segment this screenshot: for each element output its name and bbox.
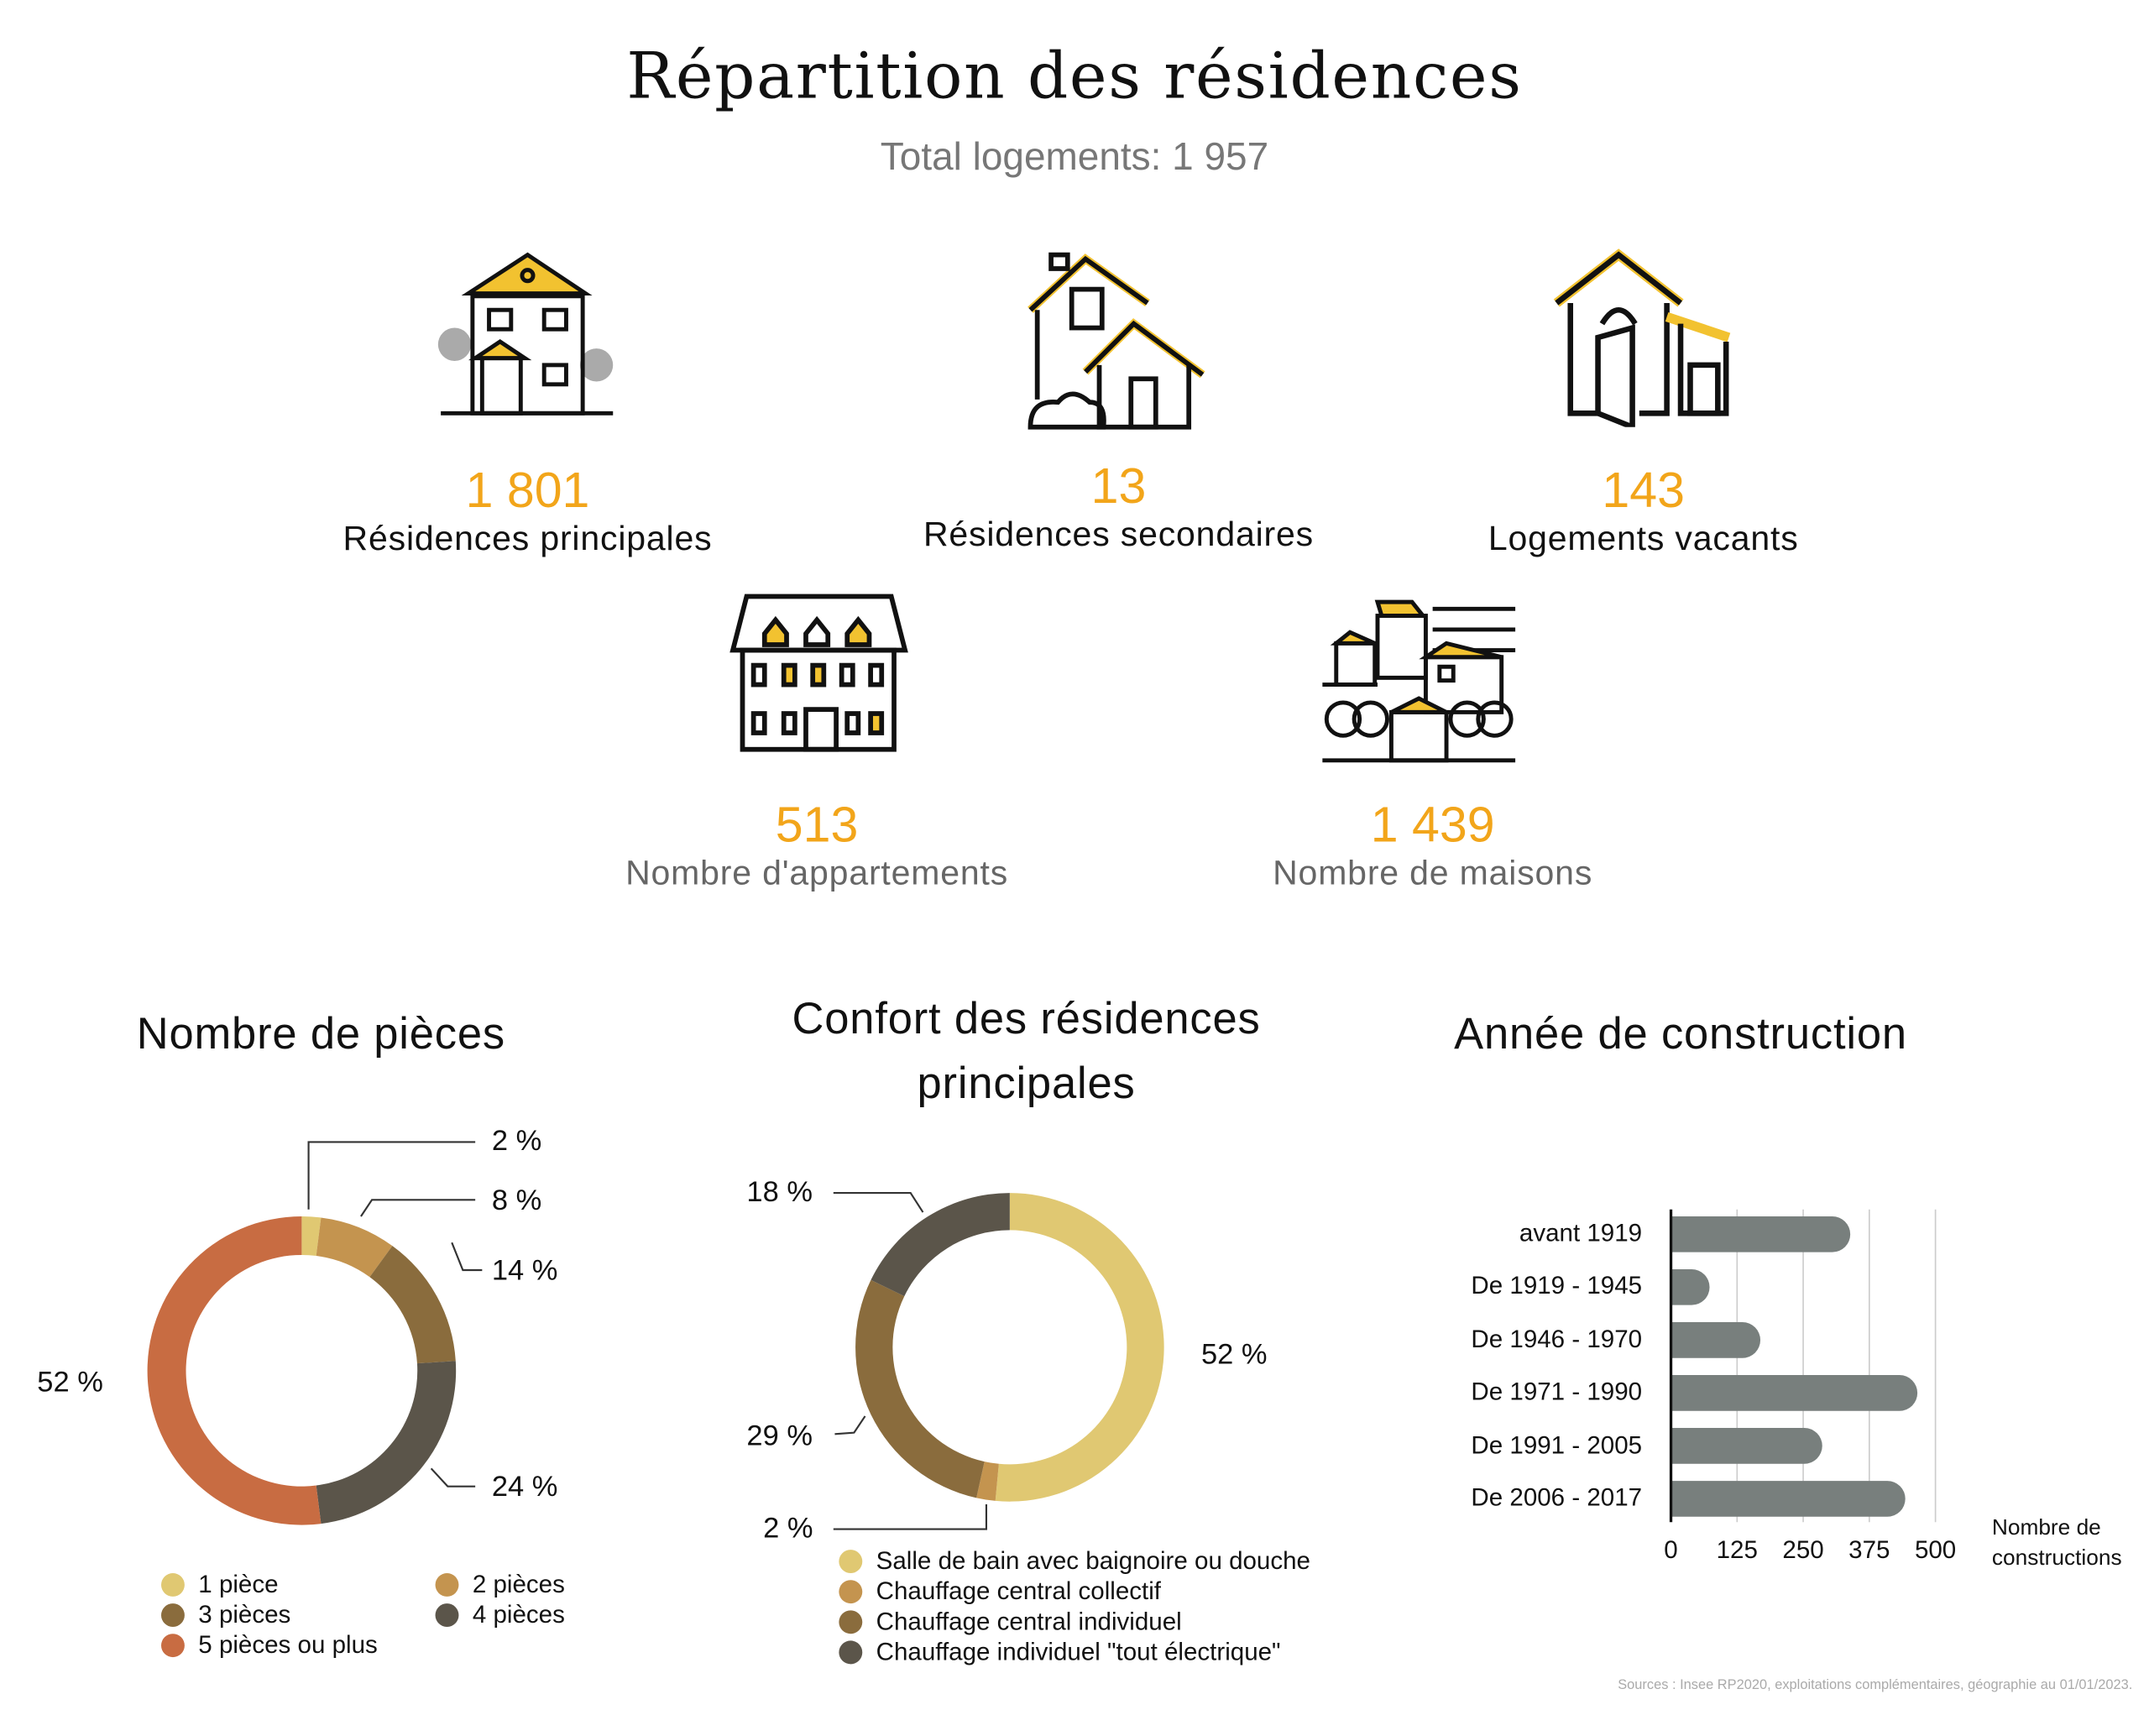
donut-slice — [316, 1217, 393, 1278]
legend-swatch — [160, 1573, 185, 1597]
pct-label: 8 % — [491, 1184, 542, 1217]
y-category-label: De 1991 - 2005 — [1471, 1430, 1643, 1459]
legend-label: Chauffage central individuel — [876, 1608, 1182, 1635]
pct-label: 2 % — [763, 1512, 813, 1545]
townhouse-icon — [437, 252, 614, 416]
bar — [1671, 1269, 1710, 1305]
stat-maisons: 1 439 Nombre de maisons — [1184, 796, 1681, 894]
y-category-label: De 1971 - 1990 — [1471, 1378, 1643, 1406]
legend-label: 1 pièce — [198, 1570, 279, 1598]
legend-item: Salle de bain avec baignoire ou douche — [839, 1547, 1310, 1576]
pct-label: 24 % — [491, 1471, 558, 1503]
stat-residences-secondaires: 13 Résidences secondaires — [871, 458, 1367, 556]
x-tick-label: 500 — [1914, 1535, 1957, 1564]
legend-label: Salle de bain avec baignoire ou douche — [876, 1546, 1311, 1575]
donut-slice — [976, 1461, 999, 1501]
village-icon — [1322, 599, 1516, 763]
donut-slice — [369, 1246, 456, 1364]
legend-label: 4 pièces — [472, 1600, 565, 1629]
stat-label: Nombre d'appartements — [625, 854, 1009, 893]
house-open-door-icon — [1553, 248, 1731, 427]
legend-item: 3 pièces — [160, 1600, 291, 1629]
bar — [1671, 1322, 1761, 1358]
x-tick-label: 250 — [1782, 1535, 1824, 1564]
y-category-label: avant 1919 — [1519, 1219, 1643, 1247]
legend-item: 5 pièces ou plus — [160, 1630, 378, 1660]
house-icon — [1027, 252, 1205, 430]
stat-label: Logements vacants — [1488, 519, 1799, 558]
legend-item: 1 pièce — [160, 1570, 279, 1599]
legend-item: Chauffage central individuel — [839, 1608, 1182, 1636]
donut-slice — [301, 1216, 322, 1257]
legend-swatch — [435, 1573, 459, 1597]
legend-item: Chauffage central collectif — [839, 1577, 1161, 1606]
bar — [1671, 1428, 1822, 1464]
legend-label: 3 pièces — [198, 1600, 291, 1629]
legend-swatch — [435, 1603, 459, 1628]
stat-logements-vacants: 143 Logements vacants — [1395, 462, 1891, 560]
legend-item: Chauffage individuel "tout électrique" — [839, 1638, 1281, 1666]
pct-label: 18 % — [746, 1176, 813, 1209]
legend-label: 2 pièces — [472, 1570, 565, 1598]
legend-swatch — [839, 1640, 863, 1665]
stat-value: 1 439 — [1370, 796, 1495, 853]
bar — [1671, 1375, 1918, 1411]
stat-value: 1 801 — [465, 461, 590, 519]
construction-chart-title: Année de construction — [1454, 1008, 1907, 1059]
legend-swatch — [839, 1550, 863, 1574]
y-category-label: De 1919 - 1945 — [1471, 1272, 1643, 1300]
legend-swatch — [160, 1634, 185, 1658]
confort-chart-title: Confort des résidences principales — [750, 986, 1301, 1116]
confort-donut — [855, 1193, 1164, 1502]
x-tick-label: 0 — [1664, 1535, 1678, 1564]
x-tick-label: 375 — [1848, 1535, 1890, 1564]
sources-note: Sources : Insee RP2020, exploitations co… — [1618, 1677, 2133, 1693]
x-axis-label: Nombre de constructions — [1992, 1514, 2122, 1574]
bar — [1671, 1216, 1851, 1252]
page-title: Répartition des résidences — [626, 38, 1523, 113]
stat-value: 143 — [1602, 461, 1685, 519]
page-subtitle: Total logements: 1 957 — [880, 134, 1269, 178]
donut-slice — [871, 1193, 1010, 1297]
legend-label: 5 pièces ou plus — [198, 1630, 378, 1659]
donut-slice — [316, 1361, 457, 1524]
pct-label: 2 % — [491, 1125, 542, 1158]
x-axis-label-line: Nombre de — [1991, 1516, 2101, 1540]
legend-swatch — [839, 1580, 863, 1604]
stat-value: 13 — [1090, 457, 1147, 515]
legend-label: Chauffage central collectif — [876, 1577, 1162, 1605]
legend-item: 2 pièces — [435, 1570, 565, 1599]
pieces-chart-title: Nombre de pièces — [136, 1008, 505, 1059]
bar — [1671, 1481, 1906, 1517]
title-line: principales — [917, 1058, 1136, 1108]
y-category-label: De 1946 - 1970 — [1471, 1325, 1643, 1353]
apartment-building-icon — [729, 593, 908, 752]
legend-item: 4 pièces — [435, 1600, 565, 1629]
legend-label: Chauffage individuel "tout électrique" — [876, 1638, 1281, 1665]
pct-label: 29 % — [746, 1420, 813, 1452]
construction-bar-chart — [1669, 1209, 1937, 1523]
y-category-label: De 2006 - 2017 — [1471, 1483, 1643, 1512]
stat-label: Résidences secondaires — [923, 515, 1315, 554]
stat-value: 513 — [775, 796, 859, 853]
x-axis-label-line: constructions — [1991, 1546, 2122, 1571]
donut-slice — [147, 1216, 322, 1525]
legend-swatch — [839, 1610, 863, 1634]
leader-lines — [307, 1141, 988, 1530]
stat-label: Résidences principales — [342, 519, 713, 558]
title-line: Confort des résidences — [792, 993, 1261, 1043]
donut-slice — [855, 1279, 985, 1498]
stat-residences-principales: 1 801 Résidences principales — [280, 462, 776, 560]
stat-label: Nombre de maisons — [1273, 854, 1593, 893]
stat-appartements: 513 Nombre d'appartements — [569, 796, 1065, 894]
donut-slice — [995, 1193, 1164, 1502]
x-tick-label: 125 — [1716, 1535, 1758, 1564]
pct-label: 52 % — [1200, 1339, 1268, 1371]
pieces-donut — [147, 1216, 457, 1525]
pct-label: 52 % — [37, 1366, 103, 1399]
legend-swatch — [160, 1603, 185, 1628]
pct-label: 14 % — [491, 1254, 558, 1287]
